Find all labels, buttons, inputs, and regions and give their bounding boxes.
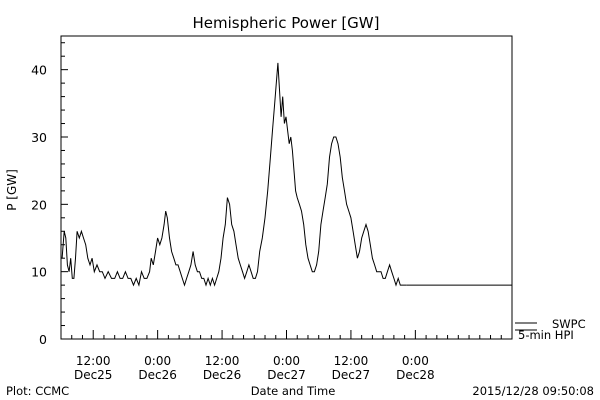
x-tick-date-label-2: Dec26 [203, 368, 242, 382]
x-tick-date-label-4: Dec27 [332, 368, 371, 382]
y-tick-label-0: 0 [39, 332, 47, 347]
x-tick-time-label-3: 0:00 [273, 354, 300, 368]
x-tick-time-label-5: 0:00 [402, 354, 429, 368]
footer-plot-credit: Plot: CCMC [6, 384, 69, 398]
series-line-5-min-hpi [61, 62, 407, 287]
x-tick-date-label-0: Dec25 [74, 368, 113, 382]
legend-label-5min-hpi: 5-min HPI [518, 328, 574, 342]
x-axis: 12:00Dec250:00Dec2612:00Dec260:00Dec2712… [71, 330, 502, 382]
legend: SWPC 5-min HPI [515, 317, 586, 342]
y-axis-label: P [GW] [5, 169, 19, 211]
x-tick-date-label-1: Dec26 [138, 368, 177, 382]
x-tick-date-label-5: Dec28 [396, 368, 435, 382]
footer-timestamp: 2015/12/28 09:50:08 [472, 384, 594, 398]
x-tick-date-label-3: Dec27 [267, 368, 306, 382]
y-tick-label-10: 10 [31, 265, 47, 280]
x-tick-time-label-4: 12:00 [334, 354, 369, 368]
x-tick-time-label-2: 12:00 [205, 354, 240, 368]
legend-label-swpc: SWPC [552, 317, 586, 331]
y-tick-label-30: 30 [31, 130, 47, 145]
chart-title: Hemispheric Power [GW] [193, 14, 380, 32]
series-layer [61, 62, 512, 287]
y-tick-label-40: 40 [31, 63, 47, 78]
x-tick-time-label-0: 12:00 [76, 354, 111, 368]
y-axis: 0 10 20 30 40 [31, 42, 68, 347]
y-tick-label-20: 20 [31, 197, 47, 212]
x-tick-time-label-1: 0:00 [144, 354, 171, 368]
x-axis-label: Date and Time [251, 384, 336, 398]
